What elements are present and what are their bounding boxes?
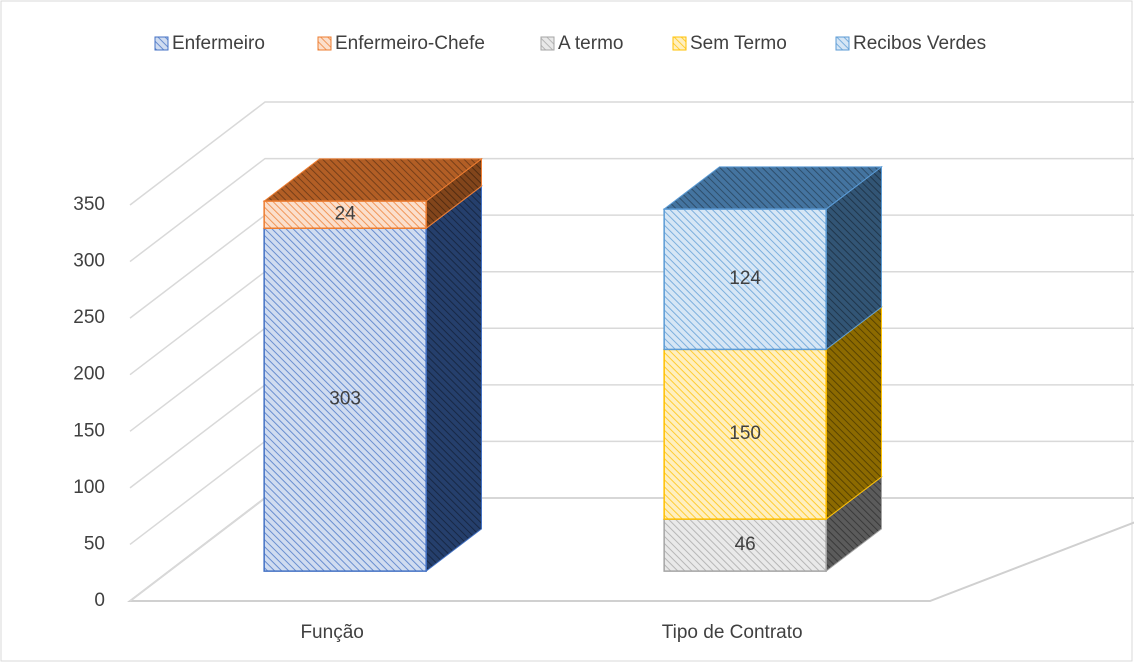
grid-line [129,157,1134,263]
bar-side [425,185,482,573]
legend-label: Enfermeiro-Chefe [335,33,485,54]
data-label: 46 [735,534,756,555]
bar [262,157,483,230]
bar-front [263,200,427,230]
legend-swatch [540,36,555,51]
y-tick-label: 250 [73,307,105,328]
grid-line [129,101,1134,206]
legend-swatch [672,36,687,51]
x-tick-label: Função [300,622,363,643]
y-tick-label: 150 [73,420,105,441]
data-label: 124 [729,268,761,289]
bar [262,185,483,573]
y-tick-label: 350 [73,194,105,215]
legend-swatch [154,36,169,51]
legend-label: A termo [558,33,623,54]
legend-swatch [835,36,850,51]
legend-label: Recibos Verdes [853,33,986,54]
y-tick-label: 50 [84,533,105,554]
y-tick-label: 100 [73,477,105,498]
y-tick-label: 0 [94,590,105,611]
legend-label: Sem Termo [690,33,787,54]
legend-swatch [317,36,332,51]
x-tick-label: Tipo de Contrato [662,622,803,643]
data-label: 24 [335,204,357,225]
y-tick-label: 200 [73,364,105,385]
legend-label: Enfermeiro [172,33,265,54]
bar [662,165,883,351]
y-tick-label: 300 [73,251,105,272]
data-label: 150 [729,423,761,444]
data-label: 303 [329,389,361,410]
bar-front [663,208,827,351]
